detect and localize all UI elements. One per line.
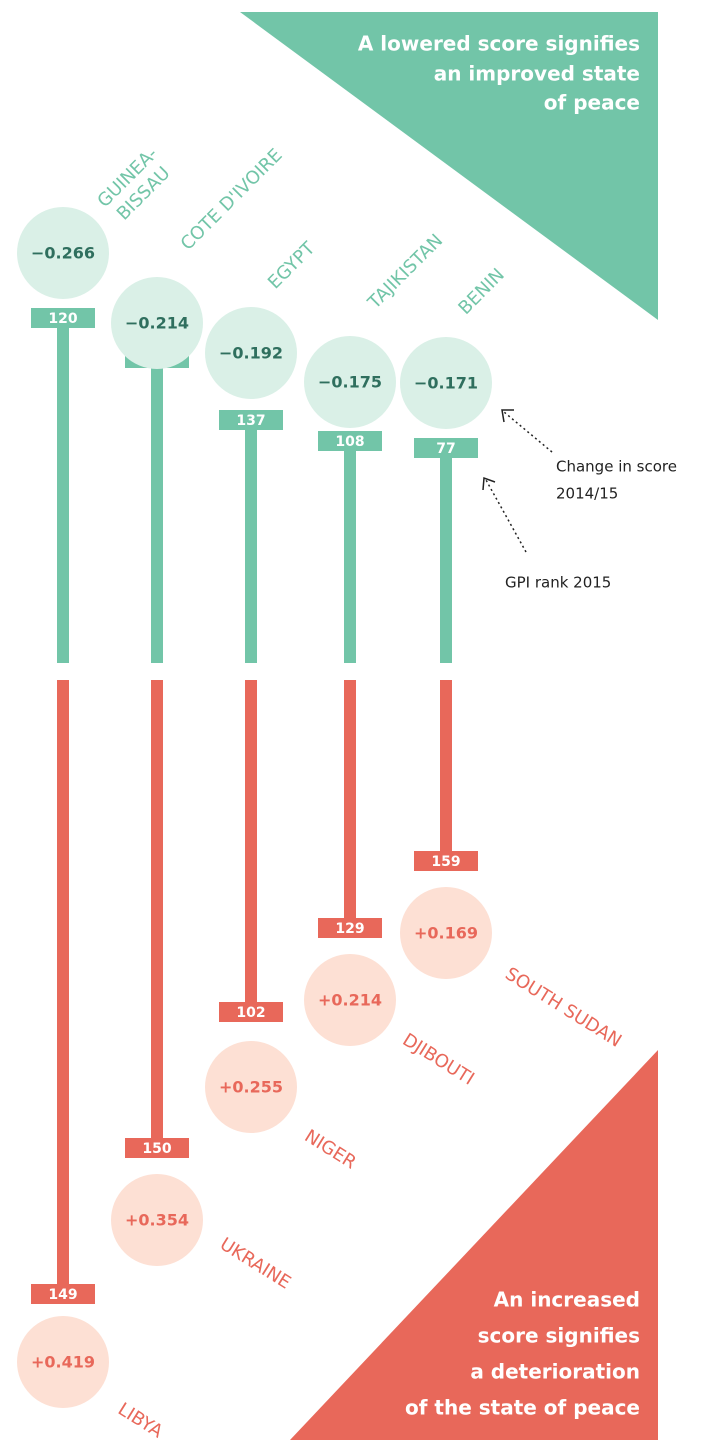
change-label: +0.255 [219,1078,283,1097]
improved-bar [151,368,163,663]
change-circle [111,1174,203,1266]
rank-box [414,438,478,458]
deteriorated-bar [440,680,452,851]
country-label: EGYPT [264,237,320,293]
rank-label: 102 [236,1005,265,1021]
country-label: LIBYA [114,1399,167,1443]
deteriorated-bar [344,680,356,918]
change-circle [400,337,492,429]
change-annotation: 2014/15 [556,485,618,503]
arrow-line [503,411,553,453]
deteriorated-bar [151,680,163,1138]
country-label: SOUTH SUDAN [501,963,625,1051]
rank-box [318,431,382,451]
change-label: −0.192 [219,344,283,363]
rank-box [219,1002,283,1022]
change-circle [17,1316,109,1408]
rank-box [125,1138,189,1158]
country-label: DJIBOUTI [399,1029,478,1089]
change-circle [205,1041,297,1133]
rank-box [31,308,95,328]
rank-label: 129 [335,921,364,937]
rank-label: 77 [436,441,455,457]
deteriorated-note: An increased [494,1288,640,1312]
country-label: BENIN [454,264,508,318]
country-label: NIGER [301,1126,360,1174]
rank-box [318,918,382,938]
rank-label: 150 [142,1141,171,1157]
change-label: −0.266 [31,244,95,263]
rank-box [414,851,478,871]
change-label: +0.419 [31,1353,95,1372]
deteriorated-triangle [290,1050,658,1440]
rank-label: 120 [48,311,77,327]
improved-note: an improved state [434,62,640,86]
change-label: +0.354 [125,1211,189,1230]
arrows [482,409,553,553]
improved-bar [440,458,452,663]
improved-bar [344,451,356,663]
deteriorated-bar [57,680,69,1284]
country-label: UKRAINE [216,1234,294,1294]
deteriorated-note: of the state of peace [405,1396,640,1420]
deteriorated-note: score signifies [478,1324,640,1348]
change-label: −0.175 [318,373,382,392]
change-annotation: Change in score [556,458,677,476]
change-label: −0.214 [125,314,189,333]
arrow-head [501,409,514,423]
change-circle [111,277,203,369]
change-label: −0.171 [414,374,478,393]
change-label: +0.169 [414,924,478,943]
rank-label: 159 [431,854,460,870]
change-circle [400,887,492,979]
improved-note: of peace [544,91,640,115]
arrow-head [482,476,496,491]
rank-label: 137 [236,413,265,429]
change-circle [304,336,396,428]
change-label: +0.214 [318,991,382,1010]
rank-label: 149 [48,1287,77,1303]
improved-triangle [240,12,658,320]
change-circle [17,207,109,299]
rank-label: 108 [335,434,364,450]
arrow-line [485,479,527,553]
deteriorated-bar [245,680,257,1002]
country-label: COTE D'IVOIRE [177,145,287,255]
improved-bar [245,430,257,663]
change-circle [205,307,297,399]
improved-note: A lowered score signifies [358,32,640,56]
rank-box [31,1284,95,1304]
rank-box [219,410,283,430]
country-label: TAJIKISTAN [363,230,447,314]
change-circle [304,954,396,1046]
improved-bar [57,328,69,663]
rank-annotation: GPI rank 2015 [505,574,611,592]
deteriorated-note: a deterioration [470,1360,640,1384]
